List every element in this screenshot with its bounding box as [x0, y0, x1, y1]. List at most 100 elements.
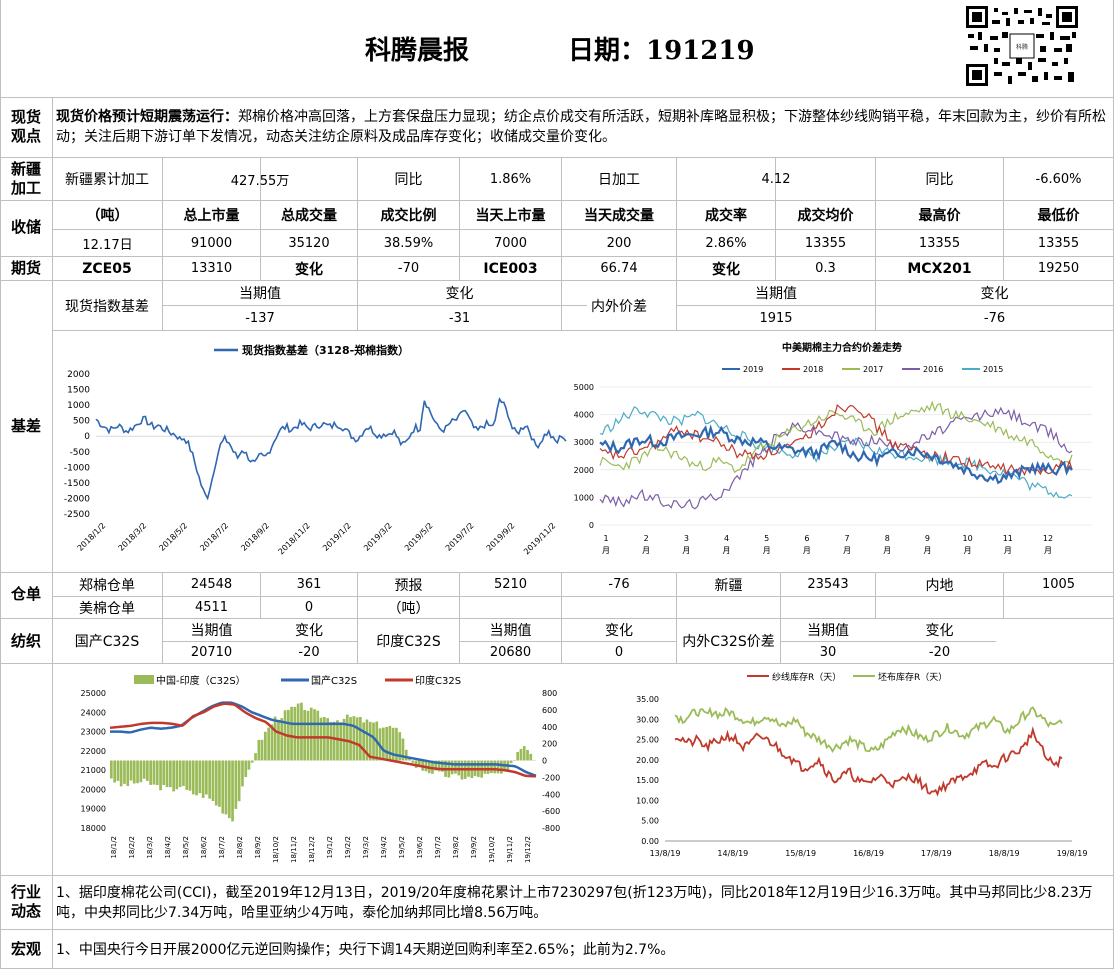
- wh-xj-value: 23543: [807, 577, 849, 592]
- bar: [175, 760, 179, 790]
- x-tick-unit: 月: [602, 546, 610, 555]
- x-tick-label: 19/12/2: [524, 836, 532, 863]
- y-tick-label: 1000: [67, 401, 90, 411]
- row-label-xinjiang: 新疆加工: [10, 160, 41, 197]
- bar: [450, 760, 454, 775]
- series-line-2019: [599, 424, 1073, 485]
- x-tick-unit: 月: [883, 546, 891, 555]
- bar: [382, 727, 385, 761]
- bar: [185, 760, 189, 790]
- x-tick-label: 18/11/2: [290, 836, 298, 863]
- basis-cur-label-2: 当期值: [755, 286, 797, 302]
- x-tick-label: 9: [925, 534, 930, 543]
- storage-header-6: 成交率: [705, 208, 747, 224]
- storage-header-1: 总上市量: [183, 208, 240, 224]
- bar: [313, 709, 316, 761]
- xj-daily-label: 日加工: [598, 172, 640, 188]
- x-tick-label: 1: [603, 534, 608, 543]
- basis-inout-chg: -76: [983, 310, 1006, 326]
- storage-header-5: 当天成交量: [584, 208, 654, 224]
- wh-inland-label: 内地: [925, 577, 954, 594]
- x-tick-label: 19/10/2: [488, 836, 496, 863]
- bar: [136, 760, 139, 784]
- y-left-tick-label: 23000: [81, 728, 106, 737]
- bar: [139, 760, 143, 783]
- bar: [490, 760, 493, 773]
- bar: [270, 724, 274, 761]
- bar: [237, 760, 241, 802]
- storage-header-7: 成交均价: [797, 208, 854, 224]
- x-tick-label: 3: [684, 534, 689, 543]
- basis-line-chart: 2000 1500 1000 500 0 -500 -1000 -1500 -2000 -2500…: [64, 343, 567, 556]
- bar: [355, 717, 359, 761]
- bar: [244, 760, 248, 777]
- legend-label: 坯布库存R（天）: [878, 671, 947, 683]
- wh-xj-label: 新疆: [714, 577, 743, 594]
- y-tick-label: 5000: [574, 383, 594, 392]
- futures-zce-label: ZCE05: [82, 260, 132, 277]
- bar: [529, 753, 533, 761]
- x-tick-label: 2019/1/2: [321, 521, 353, 553]
- x-tick-label: 7: [845, 534, 850, 543]
- bar: [326, 718, 329, 761]
- chart-title: 中美期棉主力合约价差走势: [782, 341, 902, 354]
- x-tick-label: 19/9/2: [470, 836, 478, 859]
- bar: [293, 706, 297, 761]
- legend-label: 国产C32S: [311, 674, 357, 687]
- basis-cur-label: 当期值: [239, 286, 281, 302]
- bar: [290, 706, 293, 761]
- legend-label: 2017: [863, 365, 883, 374]
- y-tick-label: 20.00: [636, 756, 659, 765]
- storage-value-5: 200: [606, 235, 632, 251]
- bar: [146, 760, 149, 781]
- spin-cur-label-2: 当期值: [489, 623, 532, 639]
- spin-cn-chg: -20: [298, 645, 320, 660]
- bar: [119, 760, 123, 787]
- x-tick-label: 18/8/19: [989, 849, 1020, 858]
- bar: [391, 727, 395, 761]
- bar: [234, 760, 238, 809]
- x-tick-label: 19/5/2: [398, 836, 406, 859]
- y-left-tick-label: 18000: [81, 824, 106, 833]
- row-label-spinning: 纺织: [10, 632, 41, 650]
- futures-zce-value: 13310: [190, 261, 233, 276]
- legend-label: 现货指数基差（3128-郑棉指数）: [242, 343, 409, 357]
- y-right-tick-label: 200: [542, 740, 557, 749]
- storage-header-8: 最高价: [918, 208, 961, 224]
- bar: [182, 760, 185, 786]
- xj-yoy-value: 1.86%: [489, 171, 532, 187]
- x-tick-label: 18/5/2: [182, 836, 190, 859]
- y-tick-label: -1000: [64, 463, 90, 473]
- x-tick-label: 11: [1003, 534, 1013, 543]
- x-tick-label: 19/1/2: [326, 836, 334, 859]
- bar: [332, 721, 336, 761]
- legend-swatch: [134, 675, 154, 684]
- y-left-tick-label: 25000: [81, 689, 106, 698]
- y-tick-label: 2000: [574, 466, 594, 475]
- y-left-tick-label: 24000: [81, 708, 106, 717]
- futures-change-label-2: 变化: [712, 261, 740, 278]
- basis-spot-chg: -31: [448, 310, 471, 326]
- x-tick-label: 15/8/19: [785, 849, 816, 858]
- macro-text: 1、中国央行今日开展2000亿元逆回购操作；央行下调14天期逆回购利率至2.65…: [56, 942, 675, 958]
- x-tick-label: 2019/7/2: [444, 521, 476, 553]
- storage-value-7: 13355: [804, 235, 847, 251]
- report-date: 日期：191219: [568, 36, 755, 66]
- y-tick-label: 0: [589, 521, 594, 530]
- x-tick-label: 19/8/19: [1057, 849, 1088, 858]
- bar: [221, 760, 225, 814]
- x-tick-label: 18/7/2: [218, 836, 226, 859]
- storage-value-6: 2.86%: [705, 235, 747, 251]
- bar: [132, 760, 136, 784]
- x-tick-label: 18/8/2: [236, 836, 244, 859]
- industry-text: 1、据印度棉花公司(CCI)，截至2019年12月13日，2019/20年度棉花…: [56, 885, 1093, 921]
- x-tick-label: 13/8/19: [650, 849, 681, 858]
- bar: [388, 725, 392, 761]
- storage-value-0: 12.17日: [82, 237, 133, 253]
- spot-view-text: 现货价格预计短期震荡运行：郑棉价格冲高回落，上方套保盘压力显现；纺企点价成交有所…: [56, 107, 1108, 147]
- bar: [500, 760, 503, 774]
- bar: [454, 760, 457, 774]
- bar: [329, 722, 333, 761]
- bar: [214, 760, 218, 806]
- basis-spot-index-label: 现货指数基差: [65, 298, 149, 315]
